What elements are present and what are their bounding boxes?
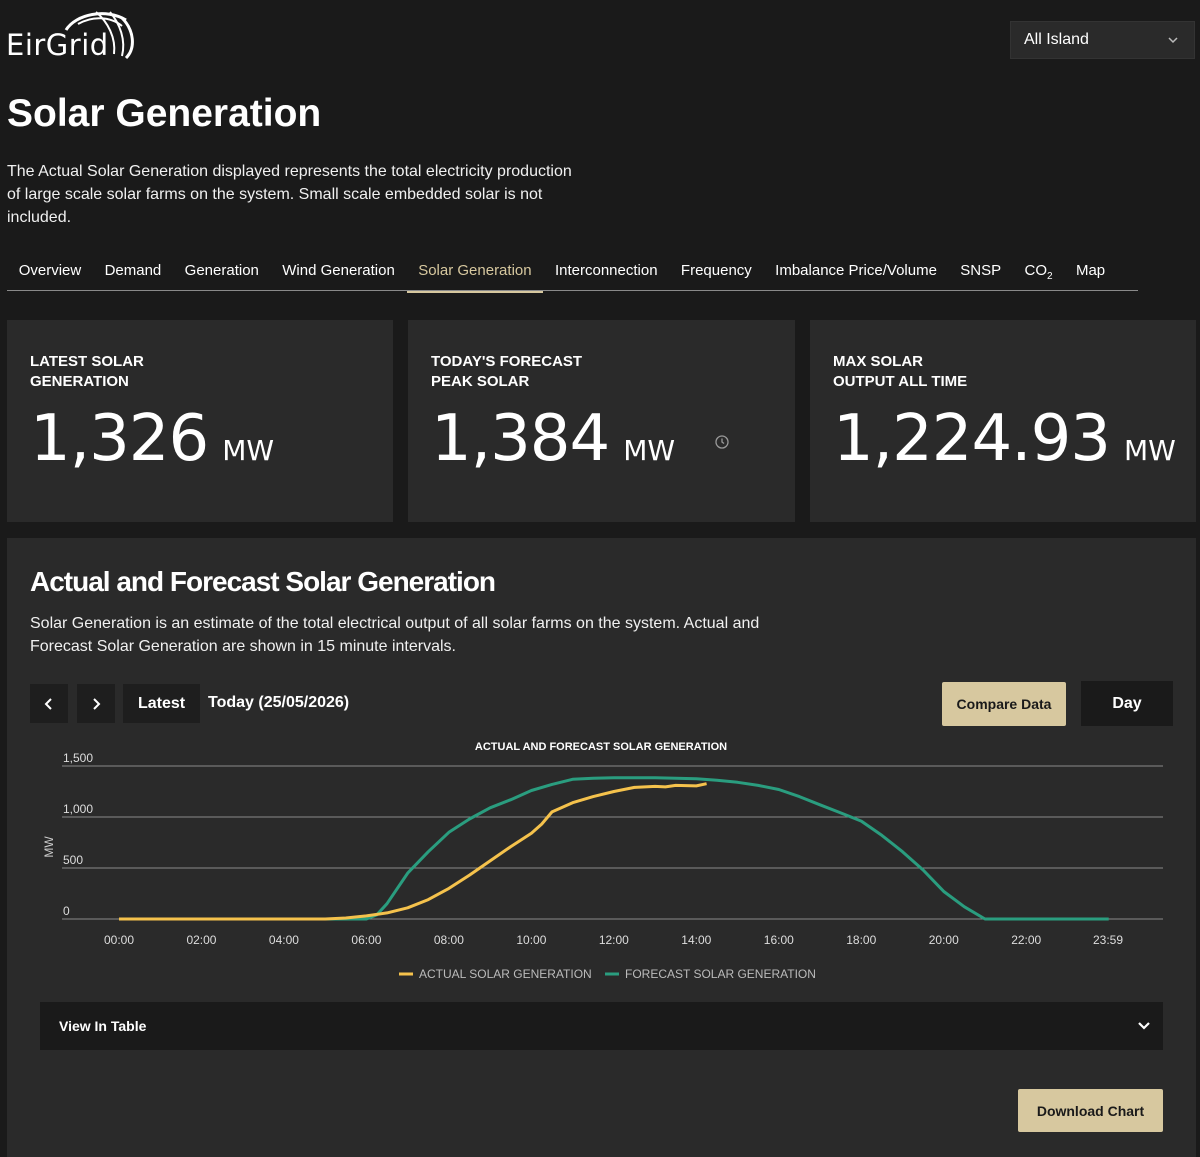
stat-value: 1,224.93 MW	[833, 402, 1176, 476]
stat-unit: MW	[1124, 434, 1176, 467]
tab-bar: Overview Demand Generation Wind Generati…	[7, 252, 1138, 293]
x-tick-label: 22:00	[1011, 933, 1041, 947]
compare-data-button[interactable]: Compare Data	[942, 682, 1066, 726]
y-axis-label: MW	[42, 836, 56, 858]
stat-card-forecast-peak: TODAY'S FORECAST PEAK SOLAR 1,384 MW	[408, 320, 795, 522]
logo-text: EirGrid	[6, 28, 109, 62]
solar-line-chart: ACTUAL AND FORECAST SOLAR GENERATION MW …	[42, 741, 1163, 981]
chevron-left-icon	[44, 697, 52, 710]
stat-label: MAX SOLAR OUTPUT ALL TIME	[833, 353, 968, 390]
eirgrid-logo[interactable]: EirGrid	[6, 8, 136, 64]
tab-co2[interactable]: CO2	[1024, 262, 1053, 282]
x-tick-label: 06:00	[351, 933, 381, 947]
stat-unit: MW	[222, 434, 275, 467]
series-line	[119, 782, 707, 921]
chart-panel: Actual and Forecast Solar Generation Sol…	[7, 538, 1196, 1157]
x-tick-label: 18:00	[846, 933, 876, 947]
x-tick-label: 16:00	[764, 933, 794, 947]
chevron-down-icon	[1138, 1022, 1150, 1030]
tab-overview[interactable]: Overview	[18, 262, 82, 279]
x-tick-label: 08:00	[434, 933, 464, 947]
x-tick-label: 10:00	[516, 933, 546, 947]
legend-label: FORECAST SOLAR GENERATION	[625, 967, 816, 981]
tab-map[interactable]: Map	[1075, 262, 1106, 279]
tab-generation[interactable]: Generation	[184, 262, 259, 279]
download-chart-button[interactable]: Download Chart	[1018, 1089, 1163, 1132]
prev-day-button[interactable]	[30, 684, 68, 723]
region-select[interactable]: All Island	[1010, 21, 1195, 59]
tab-solar-generation[interactable]: Solar Generation	[406, 252, 544, 293]
stat-label: LATEST SOLAR GENERATION	[30, 353, 144, 390]
x-tick-label: 04:00	[269, 933, 299, 947]
tab-imbalance-price-volume[interactable]: Imbalance Price/Volume	[775, 262, 937, 279]
x-tick-label: 02:00	[186, 933, 216, 947]
tab-frequency[interactable]: Frequency	[680, 262, 752, 279]
chart-section-description: Solar Generation is an estimate of the t…	[30, 615, 760, 655]
chevron-down-icon	[1168, 37, 1178, 44]
day-select-button[interactable]: Day	[1081, 681, 1173, 726]
stat-card-latest-solar: LATEST SOLAR GENERATION 1,326 MW	[7, 320, 393, 522]
chevron-right-icon	[93, 697, 101, 710]
x-tick-label: 00:00	[104, 933, 134, 947]
y-tick-label: 1,000	[63, 802, 93, 816]
next-day-button[interactable]	[77, 684, 115, 723]
page-description: The Actual Solar Generation displayed re…	[7, 163, 572, 226]
view-in-table-label: View In Table	[59, 1018, 147, 1034]
y-tick-label: 500	[63, 853, 83, 867]
x-tick-label: 23:59	[1093, 933, 1123, 947]
tab-demand[interactable]: Demand	[104, 262, 162, 279]
x-tick-label: 14:00	[681, 933, 711, 947]
view-in-table-toggle[interactable]: View In Table	[40, 1002, 1163, 1050]
stat-value: 1,384 MW	[431, 402, 730, 476]
stat-label: TODAY'S FORECAST PEAK SOLAR	[431, 353, 583, 390]
chart-title: ACTUAL AND FORECAST SOLAR GENERATION	[475, 741, 727, 753]
tab-wind-generation[interactable]: Wind Generation	[282, 262, 395, 279]
stat-value: 1,326 MW	[30, 402, 275, 476]
chart-section-title: Actual and Forecast Solar Generation	[30, 566, 496, 597]
stat-card-max-solar: MAX SOLAR OUTPUT ALL TIME 1,224.93 MW	[810, 320, 1196, 522]
tab-snsp[interactable]: SNSP	[960, 262, 1002, 279]
region-select-value: All Island	[1024, 31, 1089, 48]
series-line	[119, 776, 1109, 921]
stat-unit: MW	[623, 434, 676, 467]
tab-interconnection[interactable]: Interconnection	[554, 262, 658, 279]
y-tick-label: 0	[63, 904, 70, 918]
y-tick-label: 1,500	[63, 751, 93, 765]
date-label: Today (25/05/2026)	[208, 694, 350, 711]
globe-arc-icon	[64, 11, 134, 60]
latest-button[interactable]: Latest	[123, 684, 200, 723]
legend-label: ACTUAL SOLAR GENERATION	[419, 967, 592, 981]
clock-info-icon[interactable]	[714, 434, 730, 450]
x-tick-label: 12:00	[599, 933, 629, 947]
page-title: Solar Generation	[7, 92, 322, 135]
x-tick-label: 20:00	[929, 933, 959, 947]
